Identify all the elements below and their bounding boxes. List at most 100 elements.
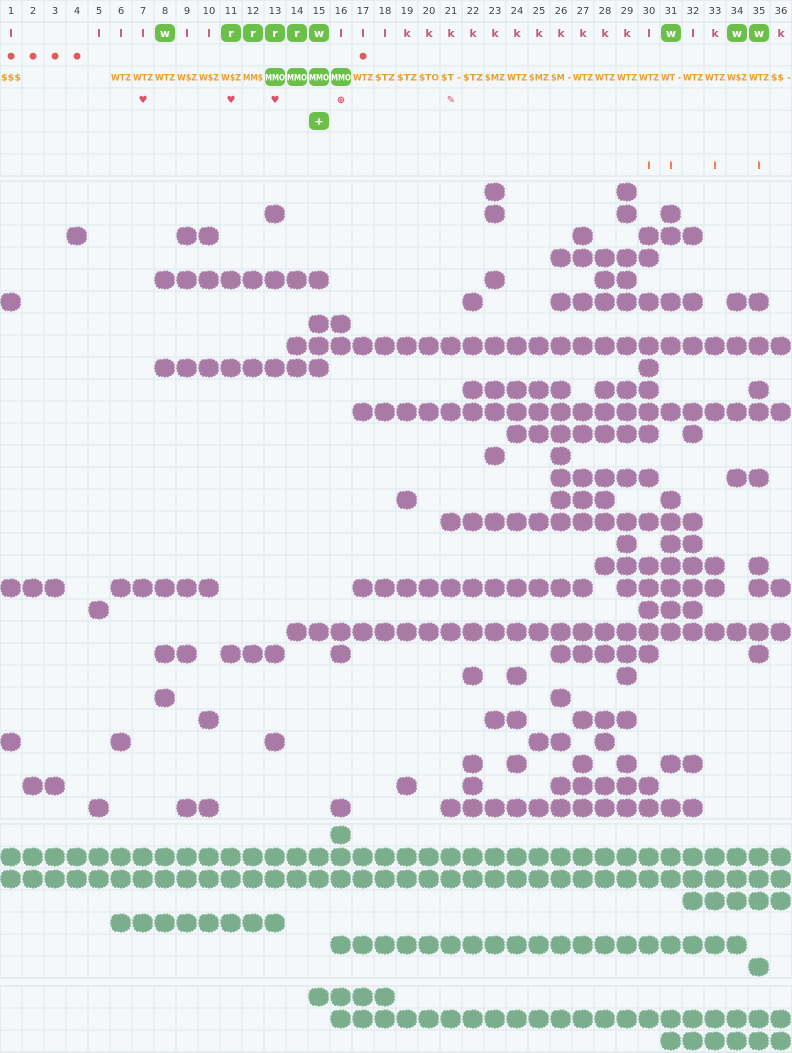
- cell-label: l: [185, 27, 189, 40]
- highlight: [265, 68, 285, 86]
- cell-blob: [374, 869, 395, 889]
- cell-blob: [660, 402, 681, 422]
- cell-blob: [374, 1009, 395, 1029]
- cell-label: $TZ: [463, 74, 483, 84]
- column-number: 32: [687, 6, 700, 17]
- cell-blob: [748, 380, 769, 400]
- cell-blob: [748, 556, 769, 576]
- column-number: 22: [467, 6, 480, 17]
- cell-blob: [616, 578, 637, 598]
- cell-blob: [198, 798, 219, 818]
- cell-label: l: [669, 161, 672, 172]
- cell-blob: [528, 869, 549, 889]
- cell-blob: [440, 622, 461, 642]
- column-number: 17: [357, 6, 370, 17]
- cell-blob: [682, 798, 703, 818]
- cell-blob: [660, 754, 681, 774]
- cell-blob: [308, 869, 329, 889]
- cell-label: WTZ: [573, 74, 593, 84]
- cell-blob: [638, 358, 659, 378]
- cell-blob: [616, 847, 637, 867]
- cell-blob: [396, 776, 417, 796]
- cell-blob: [462, 869, 483, 889]
- cell-blob: [726, 292, 747, 312]
- cell-blob: [396, 622, 417, 642]
- cell-blob: [286, 270, 307, 290]
- cell-blob: [506, 710, 527, 730]
- cell-label: w: [732, 27, 742, 40]
- cell-blob: [484, 380, 505, 400]
- cell-blob: [726, 869, 747, 889]
- cell-label: WTZ: [617, 74, 637, 84]
- cell-blob: [88, 847, 109, 867]
- cell-blob: [572, 248, 593, 268]
- cell-blob: [550, 490, 571, 510]
- cell-label: $TO: [419, 74, 439, 84]
- cell-blob: [594, 798, 615, 818]
- cell-blob: [660, 622, 681, 642]
- cell-blob: [242, 644, 263, 664]
- cell-blob: [198, 226, 219, 246]
- cell-label: l: [757, 161, 760, 172]
- cell-blob: [352, 336, 373, 356]
- cell-blob: [550, 380, 571, 400]
- column-number: 15: [313, 6, 326, 17]
- cell-blob: [616, 776, 637, 796]
- cell-blob: [748, 957, 769, 977]
- cell-label: k: [579, 27, 587, 40]
- cell-blob: [616, 869, 637, 889]
- cell-blob: [264, 869, 285, 889]
- cell-blob: [462, 1009, 483, 1029]
- cell-blob: [616, 644, 637, 664]
- cell-blob: [308, 358, 329, 378]
- cell-blob: [748, 578, 769, 598]
- cell-blob: [264, 358, 285, 378]
- cell-blob: [616, 622, 637, 642]
- cell-blob: [726, 891, 747, 911]
- highlight: [749, 24, 769, 42]
- cell-blob: [462, 292, 483, 312]
- cell-label: WTZ: [705, 74, 725, 84]
- cell-blob: [396, 336, 417, 356]
- cell-label: k: [425, 27, 433, 40]
- cell-label: k: [777, 27, 785, 40]
- cell-label: $T -: [441, 74, 461, 84]
- cell-blob: [572, 1009, 593, 1029]
- cell-blob: [660, 578, 681, 598]
- column-number: 5: [96, 6, 102, 17]
- cell-blob: [440, 869, 461, 889]
- cell-blob: [418, 935, 439, 955]
- cell-blob: [418, 622, 439, 642]
- cell-blob: [44, 869, 65, 889]
- cell-blob: [462, 666, 483, 686]
- cell-blob: [154, 578, 175, 598]
- cell-blob: [594, 512, 615, 532]
- cell-blob: [330, 336, 351, 356]
- cell-blob: [440, 578, 461, 598]
- cell-blob: [176, 358, 197, 378]
- cell-blob: [572, 468, 593, 488]
- cell-blob: [770, 402, 791, 422]
- column-number: 33: [709, 6, 722, 17]
- cell-blob: [594, 248, 615, 268]
- cell-blob: [132, 913, 153, 933]
- cell-blob: [440, 1009, 461, 1029]
- cell-blob: [110, 578, 131, 598]
- cell-label: w: [666, 27, 676, 40]
- cell-label: W$Z: [199, 74, 219, 84]
- cell-blob: [572, 622, 593, 642]
- cell-label: ●: [73, 52, 81, 62]
- cell-blob: [726, 1009, 747, 1029]
- cell-label: ●: [29, 52, 37, 62]
- cell-blob: [660, 204, 681, 224]
- cell-blob: [506, 847, 527, 867]
- cell-blob: [682, 891, 703, 911]
- cell-blob: [594, 292, 615, 312]
- cell-blob: [374, 402, 395, 422]
- cell-blob: [396, 935, 417, 955]
- cell-blob: [638, 402, 659, 422]
- cell-blob: [572, 935, 593, 955]
- cell-blob: [418, 847, 439, 867]
- highlight: [309, 24, 329, 42]
